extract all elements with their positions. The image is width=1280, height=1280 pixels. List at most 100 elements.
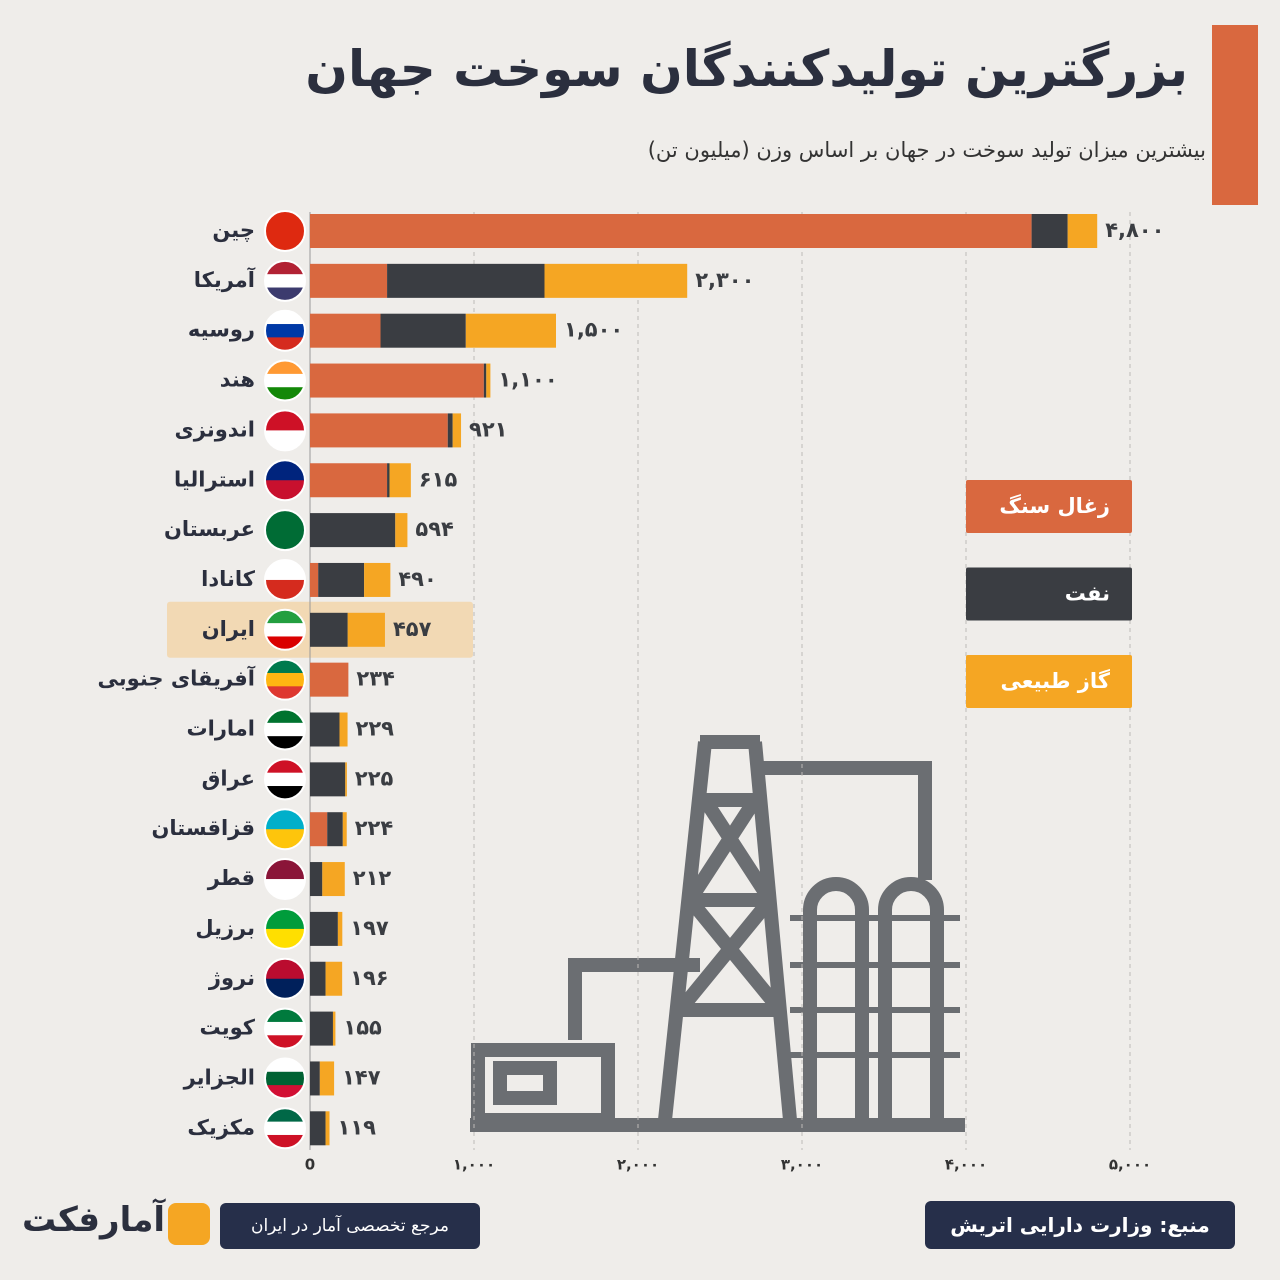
bar-segment (345, 762, 347, 797)
flag (264, 459, 306, 502)
accent-bar (1212, 25, 1258, 205)
bar-segment (310, 961, 326, 996)
bar-segment (447, 413, 453, 448)
flag-ring (264, 459, 306, 502)
flag (264, 259, 306, 302)
flag-ring (264, 658, 306, 701)
flag-stripe (265, 978, 305, 999)
category-label: عراق (202, 766, 255, 790)
flag-stripe (265, 722, 305, 737)
bar-segment (544, 263, 688, 298)
flag-stripe (265, 373, 305, 388)
total-label: ۴۵۷ (393, 617, 432, 641)
flag-stripe (265, 274, 305, 289)
total-label: ۴,۸۰۰ (1105, 218, 1164, 242)
bar-segment (318, 562, 365, 597)
flag-stripe (265, 480, 305, 501)
flag-stripe (265, 829, 305, 850)
flag-ring (264, 957, 306, 1000)
category-label: قطر (207, 866, 255, 890)
x-tick-label: ۳,۰۰۰ (781, 1156, 823, 1174)
tagline: مرجع تخصصی آمار در ایران (220, 1203, 480, 1249)
legend-label: زغال سنگ (999, 493, 1110, 518)
bar-segment (347, 612, 385, 647)
bar-segment (310, 762, 346, 797)
category-label: آمریکا (194, 267, 256, 292)
category-label: الجزایر (183, 1065, 255, 1089)
bar-segment (310, 263, 388, 298)
pipe (760, 761, 932, 880)
flag-ring (264, 409, 306, 452)
flag-stripe (265, 211, 305, 251)
window (493, 1061, 557, 1105)
flag-ring (264, 210, 306, 252)
rails (790, 915, 960, 1058)
total-label: ۱۱۹ (338, 1115, 377, 1139)
total-label: ۲۲۹ (356, 717, 395, 741)
chart-title: بزرگترین تولیدکنندگان سوخت جهان (305, 40, 1188, 98)
total-label: ۲۱۲ (353, 866, 392, 890)
total-label: ۴۹۰ (398, 567, 436, 591)
flag-stripe (265, 772, 305, 787)
flag-stripe (265, 579, 305, 600)
flag (264, 858, 306, 901)
flag (264, 758, 306, 801)
flag-ring (264, 309, 306, 352)
bar-segment (310, 1011, 333, 1046)
category-label: چین (212, 218, 255, 242)
flag (264, 1007, 306, 1050)
bar-segment (319, 1061, 335, 1096)
x-tick-label: ۱,۰۰۰ (453, 1156, 495, 1174)
bar-segment (310, 214, 1032, 248)
logo-icon (168, 1203, 210, 1245)
category-label: برزیل (195, 916, 255, 940)
category-label: روسیه (188, 318, 255, 342)
bar-segment (325, 1111, 330, 1146)
flag-stripe (265, 908, 305, 930)
flag (264, 907, 306, 950)
flag (264, 359, 306, 402)
category-label: نروژ (208, 966, 255, 990)
bar-segment (325, 961, 343, 996)
derrick (658, 735, 797, 1121)
flag-stripe (265, 859, 305, 880)
category-label: مکزیک (187, 1115, 255, 1139)
total-label: ۱۹۶ (350, 966, 388, 990)
bar-segment (322, 862, 345, 897)
flag-stripe (265, 1121, 305, 1136)
flag (264, 309, 306, 352)
bar-segment (486, 363, 491, 398)
bar-segment (310, 812, 328, 847)
total-label: ۱,۱۰۰ (498, 368, 557, 392)
flag-stripe (265, 1071, 305, 1086)
bar-segment (452, 413, 462, 448)
refinery-illustration (470, 735, 965, 1132)
flag (264, 957, 306, 1000)
category-label: کویت (200, 1016, 256, 1040)
source: منبع: وزارت دارایی اتریش (925, 1201, 1235, 1249)
total-label: ۵۹۴ (415, 517, 454, 541)
bar-segment (327, 812, 343, 847)
category-label: امارات (187, 717, 255, 741)
flag-ring (264, 758, 306, 801)
flag-stripe (265, 1021, 305, 1036)
total-label: ۱۴۷ (342, 1065, 381, 1089)
brand: آمارفکت (22, 1200, 166, 1240)
flag-stripe (265, 510, 305, 551)
flag-stripe (265, 324, 305, 338)
x-tick-label: 0 (305, 1156, 315, 1174)
category-label: اندونزی (175, 417, 255, 441)
flag-ring (264, 359, 306, 402)
flag (264, 210, 306, 252)
bar-segment (380, 313, 466, 348)
flag-ring (264, 1057, 306, 1100)
bar-segment (389, 463, 411, 498)
x-tick-label: ۴,۰۰۰ (945, 1156, 987, 1174)
bar-segment (310, 1111, 326, 1146)
flag-ring (264, 708, 306, 751)
category-label: قزاقستان (151, 816, 255, 840)
flag (264, 509, 306, 552)
category-label: عربستان (164, 517, 255, 541)
flag-stripe (265, 430, 305, 451)
